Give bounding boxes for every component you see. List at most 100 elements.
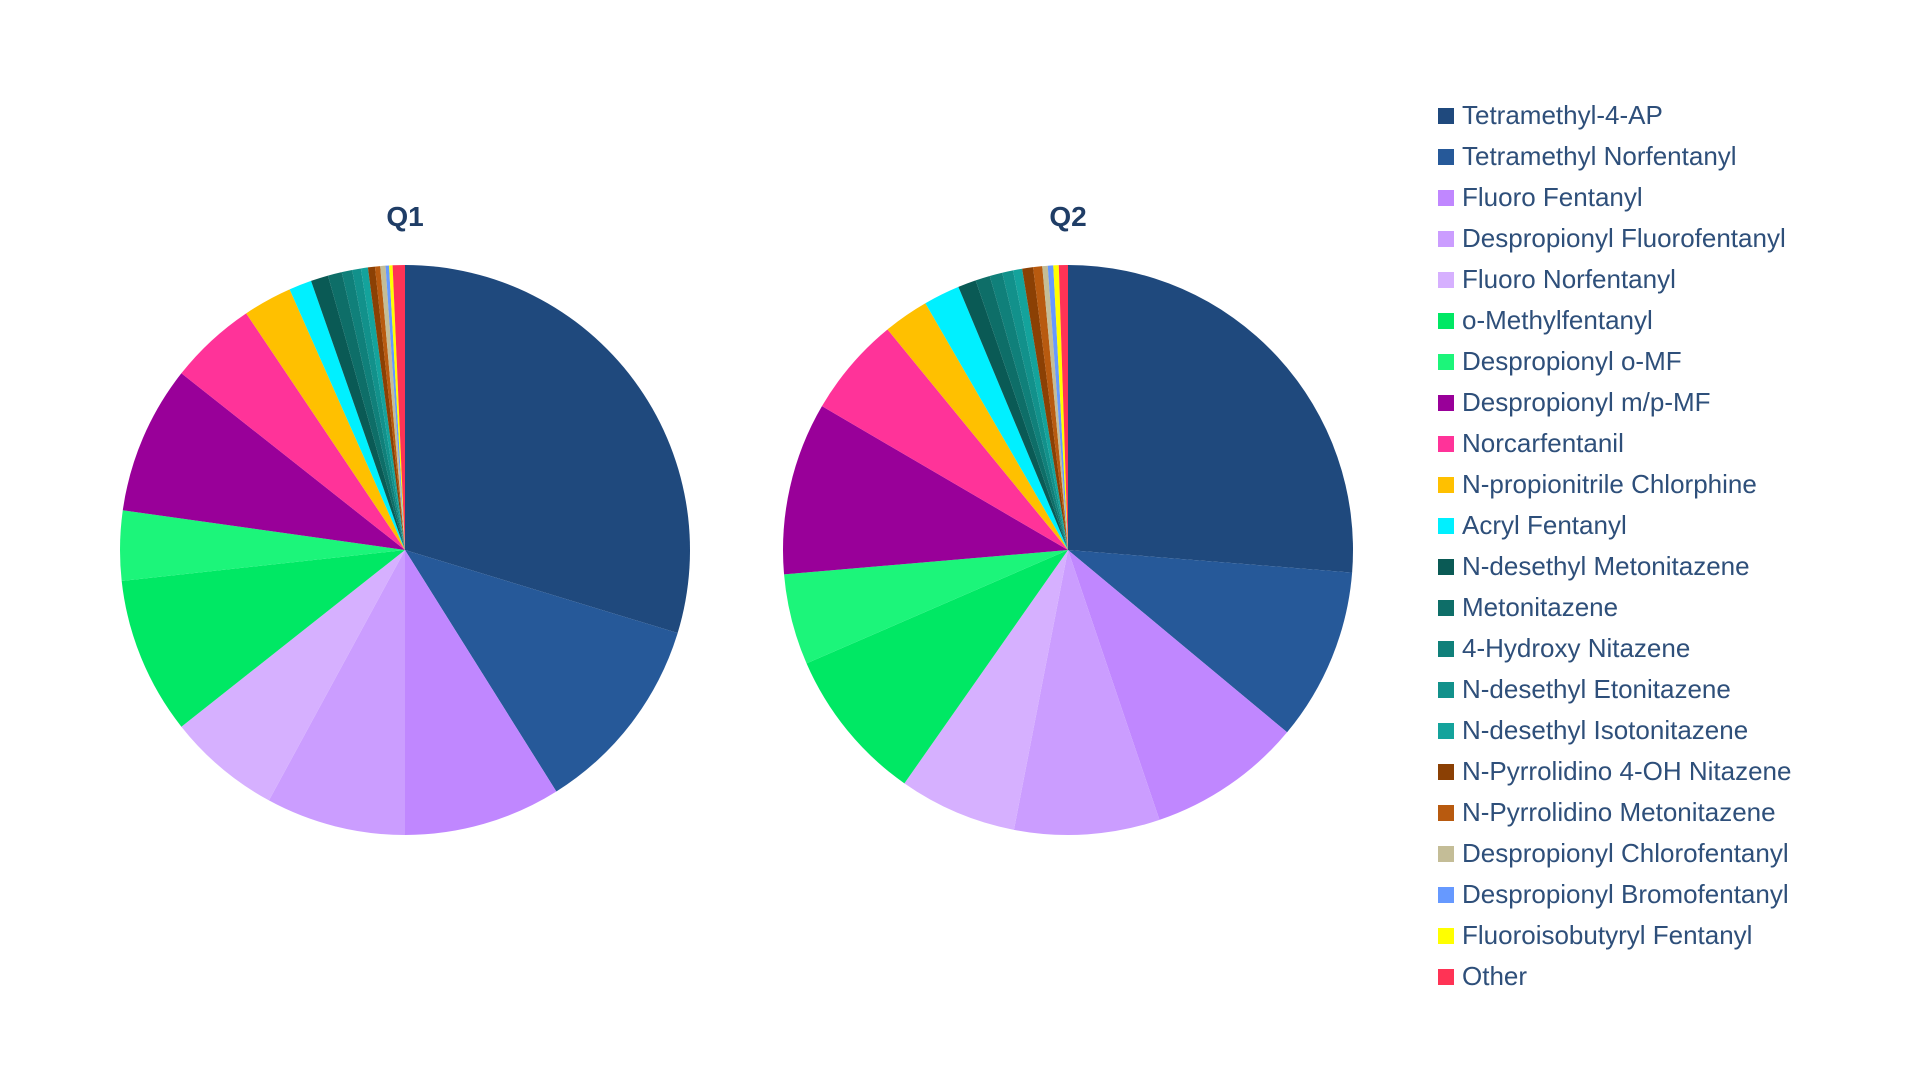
legend-label: Despropionyl Chlorofentanyl <box>1462 838 1789 868</box>
pie-slice-acryl-fentanyl <box>925 286 1068 550</box>
pie-slice-n-desethyl-metonitazene <box>311 275 405 550</box>
legend-swatch <box>1438 476 1454 493</box>
pie-slice-metonitazene <box>327 272 405 550</box>
pie-slice-despropionyl-m-p-mf <box>783 406 1068 575</box>
legend-item: N-desethyl Etonitazene <box>1438 669 1908 710</box>
pie-chart-q1: Q1 <box>105 200 705 860</box>
legend-swatch <box>1438 599 1454 616</box>
pie-slice-acryl-fentanyl <box>289 280 405 550</box>
legend-item: Fluoro Fentanyl <box>1438 177 1908 218</box>
legend-item: Metonitazene <box>1438 587 1908 628</box>
pie-slice-despropionyl-chlorofentanyl <box>380 265 405 550</box>
pie-slice-fluoro-norfentanyl <box>904 550 1068 830</box>
pie-slice-4-hydroxy-nitazene <box>341 269 405 550</box>
pie-slice-despropionyl-fluorofentanyl <box>1013 550 1160 835</box>
legend-label: Metonitazene <box>1462 592 1619 622</box>
legend-swatch <box>1438 312 1454 329</box>
pie-slice-despropionyl-fluorofentanyl <box>268 550 405 835</box>
chart-title: Q1 <box>386 201 424 232</box>
legend-item: Tetramethyl-4-AP <box>1438 95 1908 136</box>
legend-item: N-desethyl Metonitazene <box>1438 546 1908 587</box>
legend-label: N-desethyl Etonitazene <box>1462 674 1731 704</box>
legend-item: Other <box>1438 956 1908 997</box>
legend-item: Despropionyl Chlorofentanyl <box>1438 833 1908 874</box>
legend-label: N-Pyrrolidino 4-OH Nitazene <box>1462 756 1792 786</box>
pie-slice-4-hydroxy-nitazene <box>989 272 1068 550</box>
legend-item: Tetramethyl Norfentanyl <box>1438 136 1908 177</box>
pie-slice-despropionyl-bromofentanyl <box>1047 265 1068 550</box>
pie-chart-q2: Q2 <box>768 200 1368 860</box>
legend-swatch <box>1438 927 1454 944</box>
chart-title: Q2 <box>1049 201 1087 232</box>
pie-slice-despropionyl-chlorofentanyl <box>1042 265 1068 550</box>
pie-slice-fluoro-fentanyl <box>1068 550 1288 820</box>
legend-swatch <box>1438 230 1454 247</box>
pie-slice-despropionyl-bromofentanyl <box>385 265 405 550</box>
legend-swatch <box>1438 845 1454 862</box>
pie-slice-n-desethyl-etonitazene <box>1002 270 1068 550</box>
legend-item: Despropionyl Bromofentanyl <box>1438 874 1908 915</box>
legend-item: Fluoroisobutyryl Fentanyl <box>1438 915 1908 956</box>
pie-slice-fluoroisobutyryl-fentanyl <box>1053 265 1068 550</box>
legend-swatch <box>1438 886 1454 903</box>
legend-label: Despropionyl Bromofentanyl <box>1462 879 1789 909</box>
pie-slice-n-desethyl-isotonitazene <box>1013 268 1068 550</box>
legend-label: Fluoro Norfentanyl <box>1462 264 1676 294</box>
legend-item: N-propionitrile Chlorphine <box>1438 464 1908 505</box>
legend-swatch <box>1438 107 1454 124</box>
legend-item: N-desethyl Isotonitazene <box>1438 710 1908 751</box>
pie-slice-despropionyl-m-p-mf <box>122 373 405 550</box>
legend-label: Fluoroisobutyryl Fentanyl <box>1462 920 1753 950</box>
legend-label: Despropionyl Fluorofentanyl <box>1462 223 1786 253</box>
legend-label: Other <box>1462 961 1528 991</box>
legend-item: Acryl Fentanyl <box>1438 505 1908 546</box>
legend-swatch <box>1438 189 1454 206</box>
legend-label: Acryl Fentanyl <box>1462 510 1627 540</box>
pie-slice-o-methylfentanyl <box>121 550 405 727</box>
legend-swatch <box>1438 394 1454 411</box>
legend-item: Norcarfentanil <box>1438 423 1908 464</box>
legend-swatch <box>1438 681 1454 698</box>
pie-slice-tetramethyl-4-ap <box>405 265 691 633</box>
pie-slice-fluoro-norfentanyl <box>181 550 405 801</box>
legend-label: N-desethyl Isotonitazene <box>1462 715 1749 745</box>
pie-slice-n-pyrrolidino-metonitazene <box>374 266 405 550</box>
legend-swatch <box>1438 640 1454 657</box>
pie-slice-metonitazene <box>975 275 1068 550</box>
legend-item: Fluoro Norfentanyl <box>1438 259 1908 300</box>
legend-label: N-Pyrrolidino Metonitazene <box>1462 797 1776 827</box>
legend-label: Despropionyl m/p-MF <box>1462 387 1711 417</box>
legend-swatch <box>1438 435 1454 452</box>
legend-label: N-propionitrile Chlorphine <box>1462 469 1757 499</box>
legend-label: 4-Hydroxy Nitazene <box>1462 633 1691 663</box>
legend-swatch <box>1438 148 1454 165</box>
legend-item: N-Pyrrolidino Metonitazene <box>1438 792 1908 833</box>
legend-item: Despropionyl o-MF <box>1438 341 1908 382</box>
pie-svg-q2 <box>783 265 1354 835</box>
legend-label: N-desethyl Metonitazene <box>1462 551 1750 581</box>
pie-slice-n-pyrrolidino-4-oh-nitazene <box>367 266 405 550</box>
pie-slice-n-desethyl-metonitazene <box>958 280 1068 550</box>
legend-swatch <box>1438 353 1454 370</box>
legend-label: Despropionyl o-MF <box>1462 346 1682 376</box>
pie-slice-n-pyrrolidino-metonitazene <box>1033 266 1068 550</box>
pie-slice-tetramethyl-norfentanyl <box>1068 550 1353 733</box>
pie-slice-tetramethyl-4-ap <box>1068 265 1354 573</box>
pie-slice-norcarfentanil <box>821 329 1068 550</box>
pie-slice-tetramethyl-norfentanyl <box>405 550 678 792</box>
legend-item: o-Methylfentanyl <box>1438 300 1908 341</box>
pie-svg-q1 <box>120 265 691 835</box>
legend-label: o-Methylfentanyl <box>1462 305 1653 335</box>
pie-slice-despropionyl-o-mf <box>784 550 1068 664</box>
chart-legend: Tetramethyl-4-AP Tetramethyl Norfentanyl F… <box>1438 95 1908 997</box>
legend-swatch <box>1438 968 1454 985</box>
legend-label: Tetramethyl Norfentanyl <box>1462 141 1737 171</box>
pie-slice-n-desethyl-etonitazene <box>352 268 405 550</box>
legend-item: 4-Hydroxy Nitazene <box>1438 628 1908 669</box>
pie-slice-other <box>1058 265 1068 550</box>
legend-swatch <box>1438 763 1454 780</box>
pie-slice-n-pyrrolidino-4-oh-nitazene <box>1022 267 1068 550</box>
legend-item: Despropionyl m/p-MF <box>1438 382 1908 423</box>
legend-swatch <box>1438 271 1454 288</box>
pie-slice-n-desethyl-isotonitazene <box>360 267 405 550</box>
